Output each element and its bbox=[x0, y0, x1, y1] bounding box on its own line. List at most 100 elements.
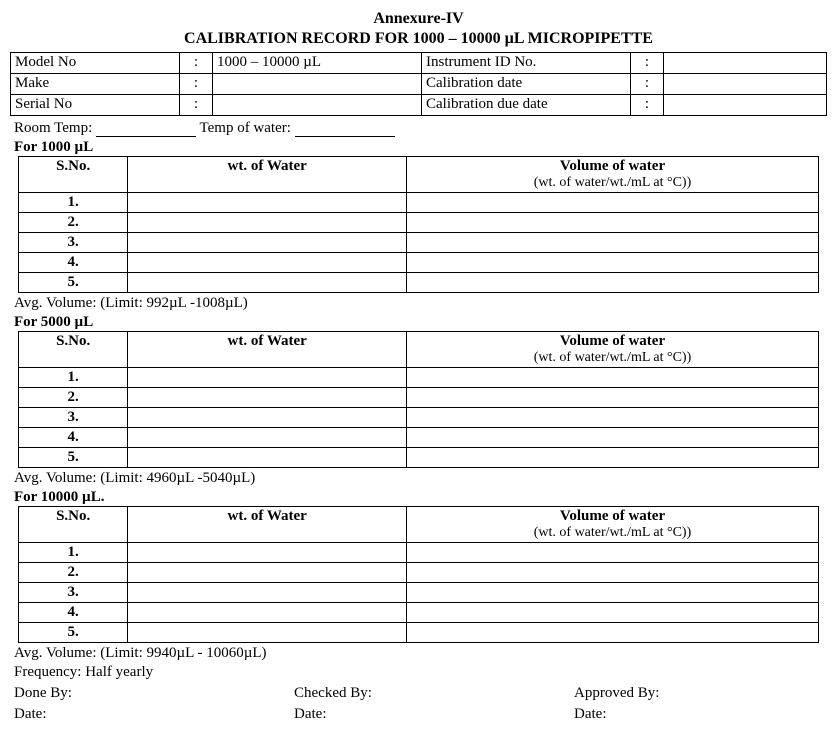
checked-by-label: Checked By: bbox=[294, 685, 574, 702]
table-row: 2. bbox=[19, 213, 819, 233]
make-label: Make bbox=[11, 74, 180, 95]
table-header-row: S.No. wt. of Water Volume of water (wt. … bbox=[19, 157, 819, 193]
table-row: 1. bbox=[19, 543, 819, 563]
vol-cell bbox=[407, 623, 819, 643]
room-temp-blank bbox=[96, 122, 196, 137]
temp-water-label: Temp of water: bbox=[200, 120, 291, 136]
table-row: 5. bbox=[19, 623, 819, 643]
temp-water-blank bbox=[295, 122, 395, 137]
vol-cell bbox=[407, 233, 819, 253]
vol-cell bbox=[407, 213, 819, 233]
wt-cell bbox=[128, 543, 407, 563]
main-title: CALIBRATION RECORD FOR 1000 – 10000 µL M… bbox=[10, 30, 827, 48]
col-sno-header: S.No. bbox=[19, 507, 128, 543]
table-row: 3. bbox=[19, 233, 819, 253]
table-row: 5. bbox=[19, 273, 819, 293]
vol-header-line1: Volume of water bbox=[411, 333, 814, 350]
sno-cell: 3. bbox=[19, 408, 128, 428]
vol-cell bbox=[407, 563, 819, 583]
vol-cell bbox=[407, 583, 819, 603]
model-no-label: Model No bbox=[11, 53, 180, 74]
wt-cell bbox=[128, 213, 407, 233]
col-vol-header: Volume of water (wt. of water/wt./mL at … bbox=[407, 332, 819, 368]
annexure-title: Annexure-IV bbox=[10, 10, 827, 28]
wt-cell bbox=[128, 428, 407, 448]
sno-cell: 1. bbox=[19, 543, 128, 563]
col-wt-header: wt. of Water bbox=[128, 157, 407, 193]
wt-cell bbox=[128, 448, 407, 468]
wt-cell bbox=[128, 603, 407, 623]
colon: : bbox=[180, 53, 213, 74]
table-row: Model No : 1000 – 10000 µL Instrument ID… bbox=[11, 53, 827, 74]
instrument-id-value bbox=[664, 53, 827, 74]
instrument-id-label: Instrument ID No. bbox=[422, 53, 631, 74]
wt-cell bbox=[128, 388, 407, 408]
data-table-5000: S.No. wt. of Water Volume of water (wt. … bbox=[18, 331, 819, 468]
date-row: Date: Date: Date: bbox=[14, 706, 823, 723]
serial-no-value bbox=[213, 95, 422, 116]
wt-cell bbox=[128, 273, 407, 293]
vol-cell bbox=[407, 273, 819, 293]
vol-header-line2: (wt. of water/wt./mL at °C)) bbox=[411, 525, 814, 541]
vol-cell bbox=[407, 408, 819, 428]
table-row: 2. bbox=[19, 388, 819, 408]
colon: : bbox=[180, 74, 213, 95]
table-row: 3. bbox=[19, 408, 819, 428]
colon: : bbox=[631, 95, 664, 116]
sno-cell: 1. bbox=[19, 193, 128, 213]
vol-cell bbox=[407, 368, 819, 388]
vol-header-line2: (wt. of water/wt./mL at °C)) bbox=[411, 350, 814, 366]
wt-cell bbox=[128, 583, 407, 603]
colon: : bbox=[180, 95, 213, 116]
wt-cell bbox=[128, 408, 407, 428]
cal-date-value bbox=[664, 74, 827, 95]
table-row: 4. bbox=[19, 603, 819, 623]
colon: : bbox=[631, 74, 664, 95]
vol-cell bbox=[407, 193, 819, 213]
sno-cell: 4. bbox=[19, 253, 128, 273]
table-row: 3. bbox=[19, 583, 819, 603]
section-label-5000: For 5000 µL bbox=[14, 314, 827, 331]
table-row: 1. bbox=[19, 368, 819, 388]
date-label-3: Date: bbox=[574, 706, 606, 723]
wt-cell bbox=[128, 623, 407, 643]
avg-line-1000: Avg. Volume: (Limit: 992µL -1008µL) bbox=[14, 295, 827, 312]
table-row: Serial No : Calibration due date : bbox=[11, 95, 827, 116]
serial-no-label: Serial No bbox=[11, 95, 180, 116]
vol-cell bbox=[407, 603, 819, 623]
data-table-1000: S.No. wt. of Water Volume of water (wt. … bbox=[18, 156, 819, 293]
section-label-10000: For 10000 µL. bbox=[14, 489, 827, 506]
env-row: Room Temp: Temp of water: bbox=[14, 120, 827, 137]
wt-cell bbox=[128, 563, 407, 583]
header-info-table: Model No : 1000 – 10000 µL Instrument ID… bbox=[10, 52, 827, 116]
vol-cell bbox=[407, 543, 819, 563]
data-table-10000: S.No. wt. of Water Volume of water (wt. … bbox=[18, 506, 819, 643]
table-row: 4. bbox=[19, 428, 819, 448]
colon: : bbox=[631, 53, 664, 74]
vol-header-line1: Volume of water bbox=[411, 158, 814, 175]
sno-cell: 3. bbox=[19, 233, 128, 253]
sno-cell: 4. bbox=[19, 428, 128, 448]
cal-due-label: Calibration due date bbox=[422, 95, 631, 116]
cal-due-value bbox=[664, 95, 827, 116]
wt-cell bbox=[128, 253, 407, 273]
vol-cell bbox=[407, 428, 819, 448]
sno-cell: 4. bbox=[19, 603, 128, 623]
vol-header-line2: (wt. of water/wt./mL at °C)) bbox=[411, 175, 814, 191]
table-header-row: S.No. wt. of Water Volume of water (wt. … bbox=[19, 332, 819, 368]
col-sno-header: S.No. bbox=[19, 157, 128, 193]
sno-cell: 5. bbox=[19, 273, 128, 293]
model-no-value: 1000 – 10000 µL bbox=[213, 53, 422, 74]
sno-cell: 5. bbox=[19, 448, 128, 468]
room-temp-label: Room Temp: bbox=[14, 120, 92, 136]
date-label-2: Date: bbox=[294, 706, 574, 723]
section-label-1000: For 1000 µL bbox=[14, 139, 827, 156]
col-wt-header: wt. of Water bbox=[128, 507, 407, 543]
table-row: 5. bbox=[19, 448, 819, 468]
signature-row: Done By: Checked By: Approved By: bbox=[14, 685, 823, 702]
done-by-label: Done By: bbox=[14, 685, 294, 702]
vol-cell bbox=[407, 448, 819, 468]
table-header-row: S.No. wt. of Water Volume of water (wt. … bbox=[19, 507, 819, 543]
table-row: Make : Calibration date : bbox=[11, 74, 827, 95]
col-wt-header: wt. of Water bbox=[128, 332, 407, 368]
